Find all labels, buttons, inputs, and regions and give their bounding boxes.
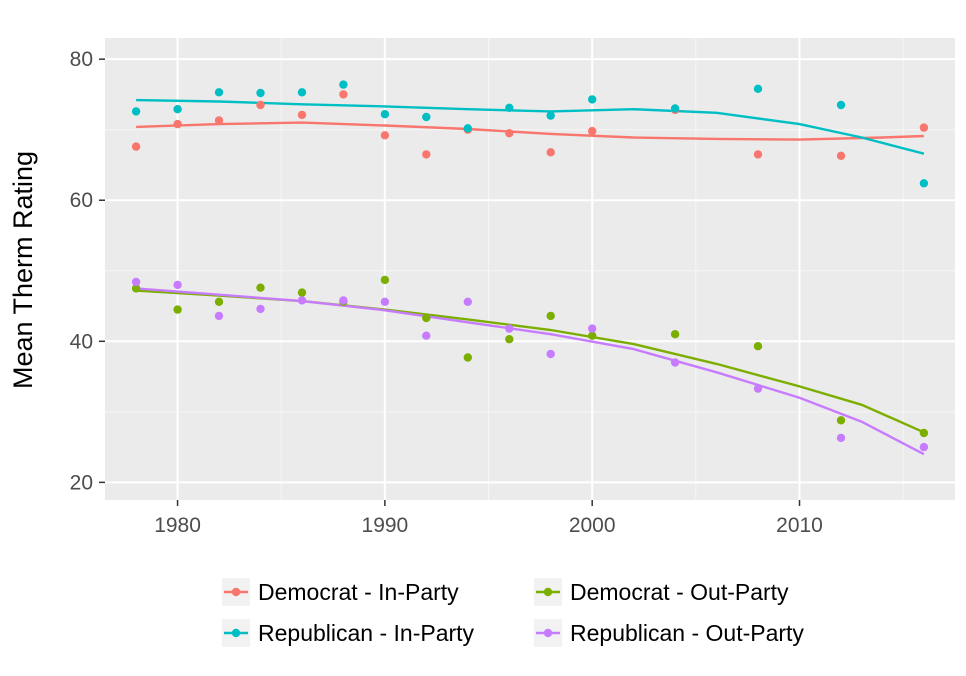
data-point [297, 296, 307, 305]
data-point [546, 111, 555, 120]
data-point [919, 442, 929, 452]
data-point [463, 297, 472, 306]
data-point [546, 311, 555, 321]
data-point [256, 88, 265, 98]
data-point [131, 107, 141, 116]
data-point [131, 277, 141, 287]
legend-label: Democrat - In-Party [258, 579, 459, 605]
data-point [131, 284, 141, 293]
data-point [505, 324, 514, 333]
data-point [505, 129, 514, 138]
x-tick-label: 2000 [569, 514, 616, 537]
data-point [173, 119, 182, 129]
data-point [339, 296, 348, 305]
data-point [339, 90, 348, 99]
data-point [463, 353, 472, 362]
data-point [505, 103, 514, 113]
data-point [380, 110, 390, 119]
data-point [422, 112, 431, 122]
data-point [214, 88, 224, 97]
grid [105, 38, 955, 500]
data-point [546, 349, 555, 359]
data-point [214, 297, 224, 306]
data-point [836, 433, 846, 443]
legend-key-point [543, 628, 553, 638]
trend-line [136, 121, 924, 141]
x-tick-label: 1990 [362, 514, 409, 537]
data-point [753, 84, 763, 94]
data-point [919, 179, 929, 188]
data-point [380, 131, 390, 140]
x-tick-label: 1980 [154, 514, 201, 537]
data-points [131, 80, 929, 452]
data-point [380, 297, 390, 306]
legend-label: Republican - In-Party [258, 620, 475, 646]
data-point [422, 331, 431, 340]
legend-item: Republican - In-Party [222, 619, 475, 647]
data-point [297, 110, 307, 120]
data-point [546, 148, 555, 157]
legend-key-point [543, 587, 553, 597]
data-point [422, 150, 431, 159]
data-point [919, 428, 929, 438]
data-point [670, 330, 680, 339]
data-point [836, 151, 846, 160]
data-point [256, 283, 265, 292]
data-point [297, 88, 307, 97]
legend-label: Democrat - Out-Party [570, 579, 789, 605]
legend-key-point [231, 628, 241, 638]
axis-ticks: 1980 1990 2000 2010 20 40 60 80 [70, 48, 823, 537]
data-point [131, 142, 141, 151]
data-point [919, 123, 929, 132]
legend-item: Democrat - Out-Party [534, 578, 789, 606]
data-point [588, 324, 597, 333]
data-point [380, 275, 390, 285]
y-tick-label: 40 [70, 330, 93, 353]
data-point [214, 116, 224, 125]
data-point [588, 95, 597, 104]
y-axis-title: Mean Therm Rating [8, 151, 38, 389]
data-point [753, 342, 763, 351]
data-point [173, 305, 182, 314]
data-point [173, 280, 182, 290]
legend-key-point [231, 587, 241, 597]
data-point [670, 358, 680, 367]
data-point [588, 331, 597, 340]
y-tick-label: 60 [70, 189, 93, 212]
data-point [173, 105, 182, 114]
data-point [588, 126, 597, 136]
data-point [339, 80, 348, 89]
data-point [753, 384, 763, 393]
y-tick-label: 80 [70, 48, 93, 71]
plot-panel [105, 38, 955, 500]
legend-item: Democrat - In-Party [222, 578, 459, 606]
legend-label: Republican - Out-Party [570, 620, 804, 646]
trend-line [136, 287, 925, 456]
data-point [463, 124, 472, 133]
legend: Democrat - In-Party Democrat - Out-Party R… [222, 578, 804, 647]
data-point [836, 100, 846, 110]
data-point [753, 150, 763, 159]
data-point [836, 416, 846, 425]
data-point [670, 104, 680, 113]
data-point [297, 288, 307, 297]
data-point [256, 304, 265, 314]
data-point [505, 335, 514, 344]
data-point [422, 313, 431, 323]
data-point [214, 311, 224, 321]
x-tick-label: 2010 [776, 514, 823, 537]
data-point [256, 100, 265, 110]
legend-item: Republican - Out-Party [534, 619, 804, 647]
y-tick-label: 20 [70, 471, 93, 494]
